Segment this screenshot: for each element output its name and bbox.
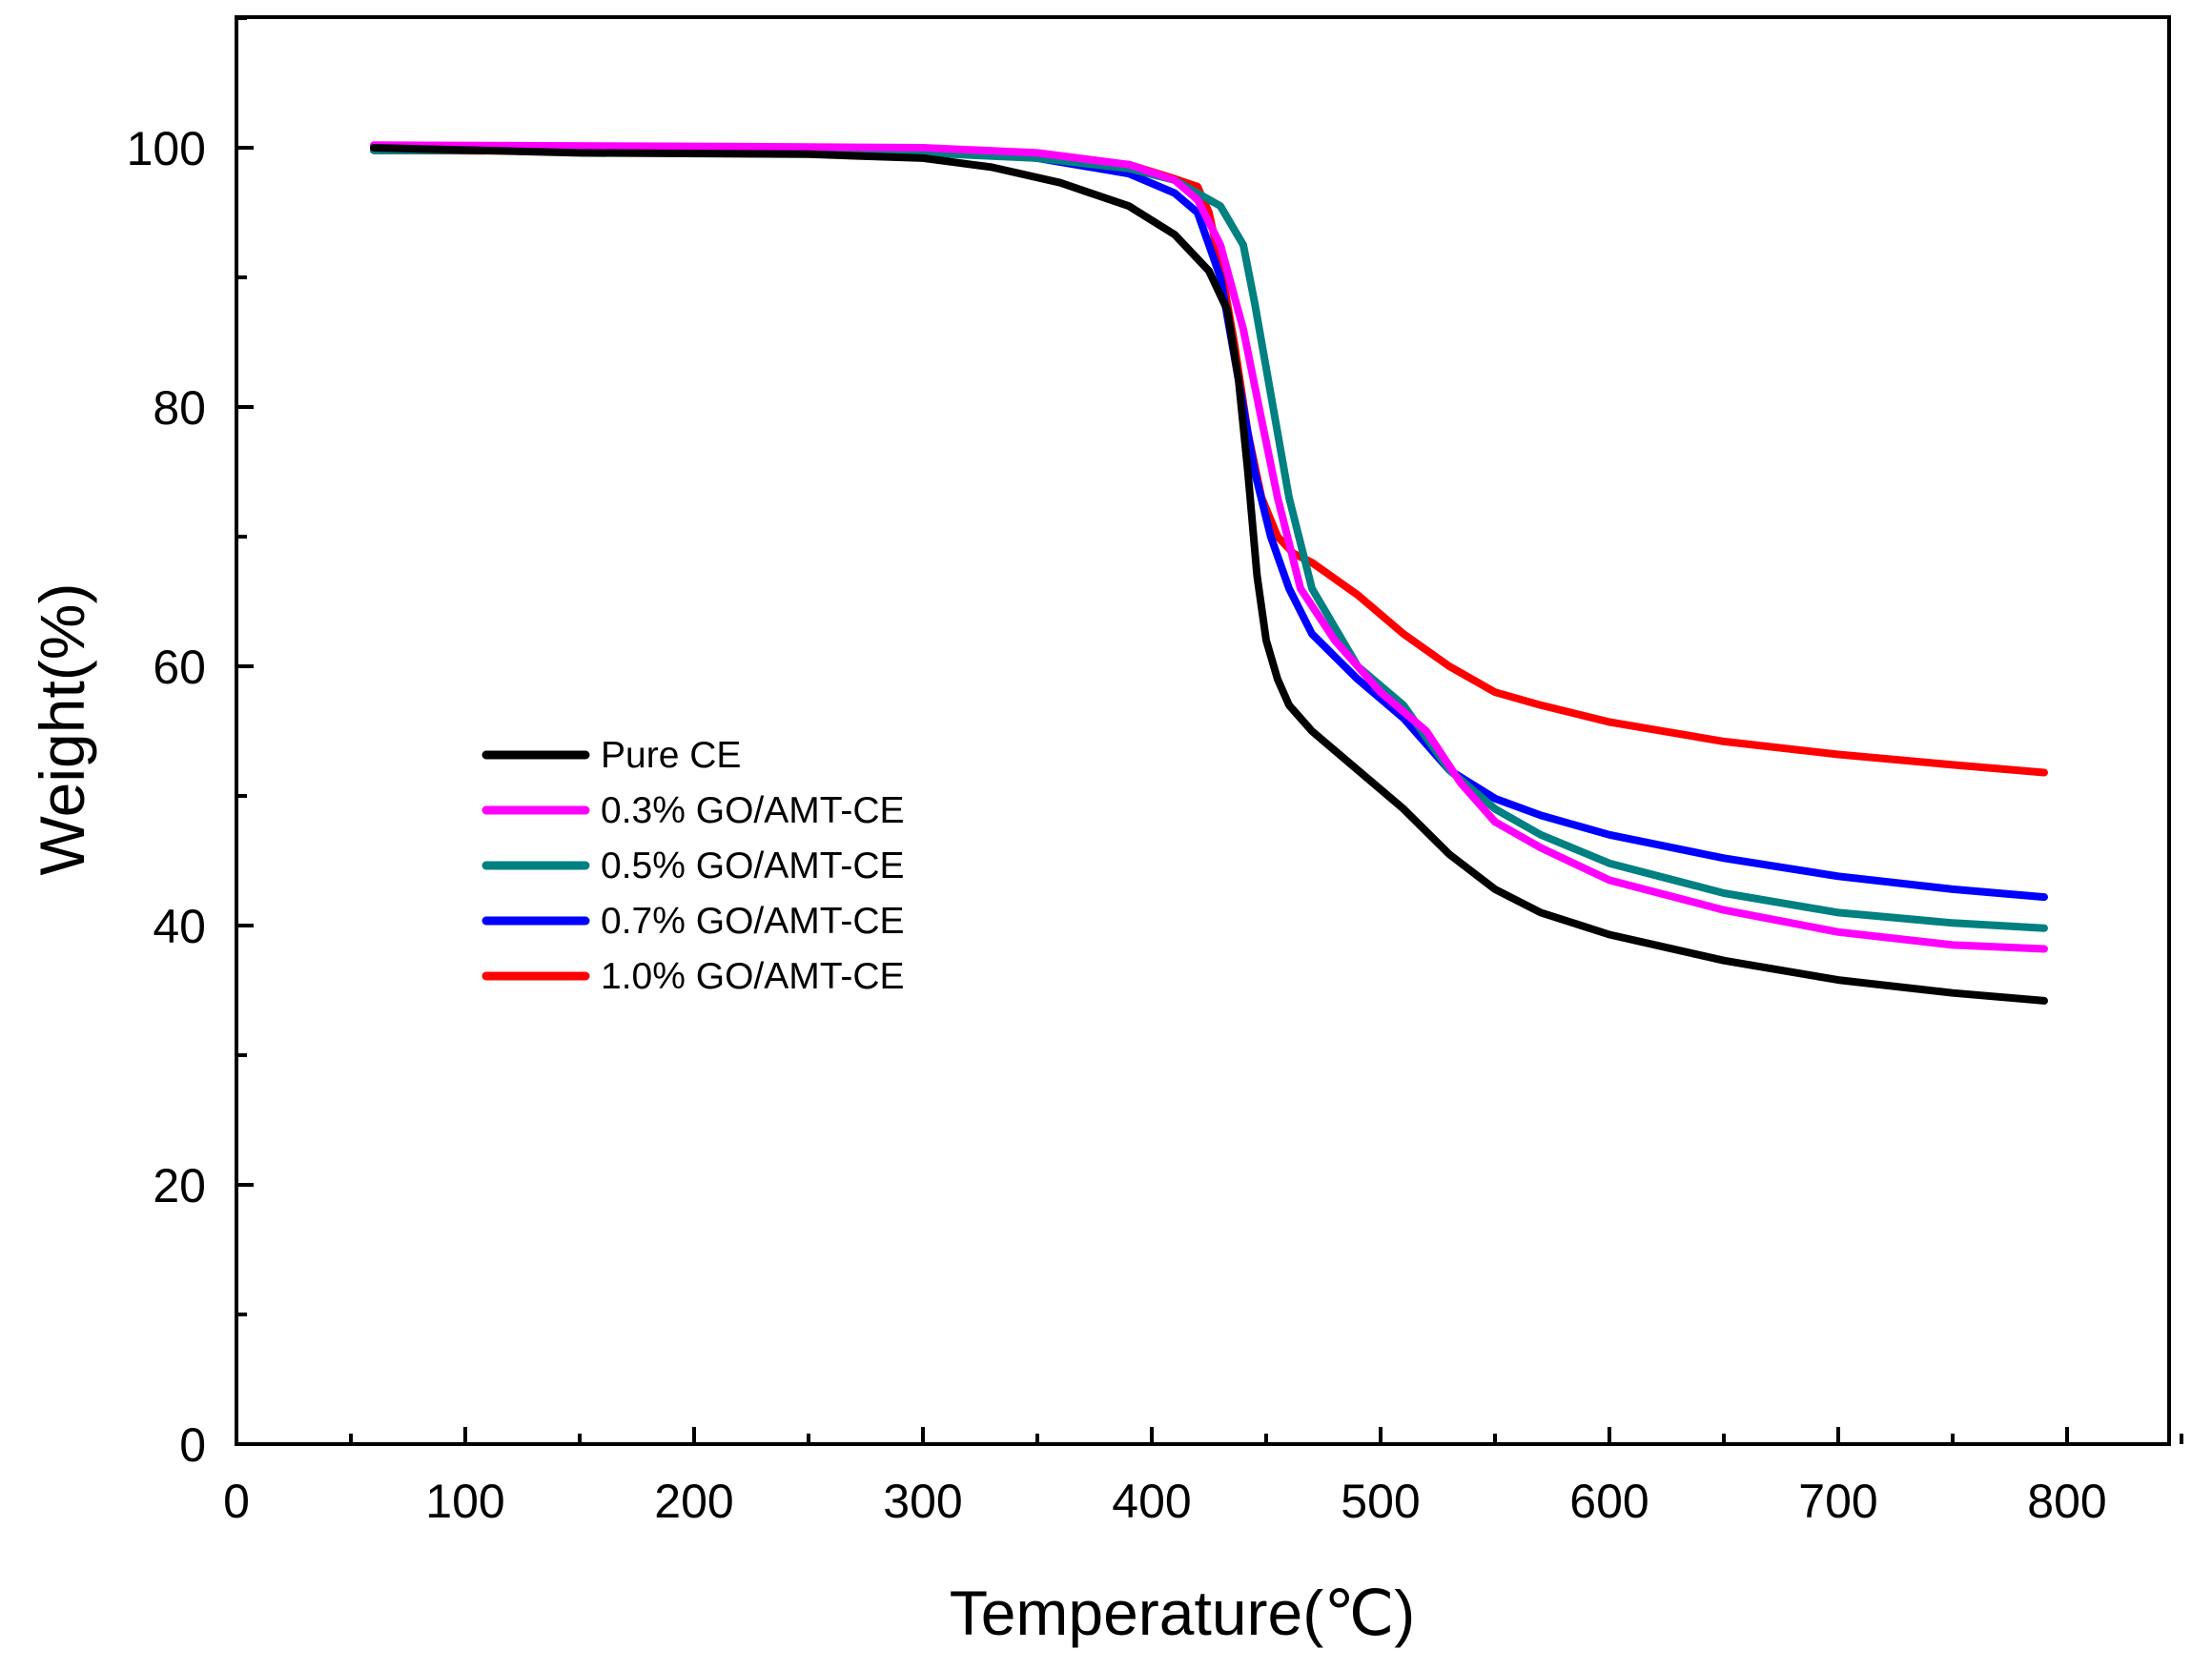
axis-tick-labels: 0 100 200 300 400 500 600 700 800 0 20 40 60 80 100 [127,122,2107,1528]
x-tick-label: 800 [2027,1475,2106,1528]
legend-label: 0.5% GO/AMT-CE [601,845,905,886]
y-tick-label: 80 [153,381,206,435]
plot-frame [235,15,2171,1446]
series-line-0 [370,144,2048,1005]
series-line-1 [370,141,2048,953]
y-axis-title: Weight(%) [27,583,97,876]
x-tick-label: 700 [1798,1475,1877,1528]
series-lines [370,141,2048,1005]
x-tick-label: 400 [1112,1475,1191,1528]
series-line-2 [370,146,2048,932]
legend-label: Pure CE [601,735,741,776]
x-tick-label: 200 [654,1475,733,1528]
axis-ticks [236,16,2183,1444]
legend-label: 1.0% GO/AMT-CE [601,956,905,997]
x-tick-label: 600 [1569,1475,1649,1528]
x-axis-title: Temperature(℃) [950,1578,1416,1648]
y-tick-label: 100 [127,122,206,175]
legend: Pure CE 0.3% GO/AMT-CE 0.5% GO/AMT-CE 0.7% … [481,735,905,997]
x-tick-label: 500 [1341,1475,1420,1528]
y-tick-label: 40 [153,900,206,953]
x-tick-label: 0 [223,1475,250,1528]
y-tick-label: 20 [153,1159,206,1212]
legend-label: 0.3% GO/AMT-CE [601,790,905,831]
legend-label: 0.7% GO/AMT-CE [601,901,905,942]
y-tick-label: 60 [153,641,206,694]
x-tick-label: 300 [883,1475,962,1528]
y-tick-label: 0 [179,1418,206,1472]
x-tick-label: 100 [425,1475,504,1528]
